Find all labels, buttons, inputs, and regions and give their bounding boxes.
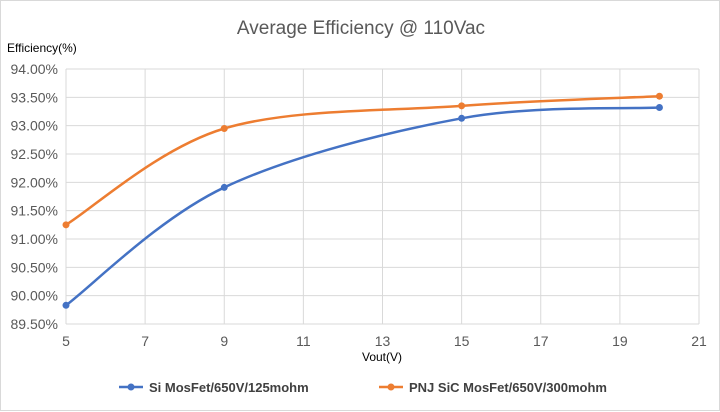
data-point <box>458 102 466 110</box>
x-tick-label: 17 <box>533 333 549 349</box>
x-tick-label: 19 <box>612 333 628 349</box>
x-tick-label: 21 <box>691 333 707 349</box>
y-axis-label: Efficiency(%) <box>7 41 77 55</box>
y-tick-label: 92.00% <box>11 174 58 190</box>
series-line <box>65 106 660 307</box>
y-tick-label: 94.00% <box>11 61 58 77</box>
y-tick-label: 92.50% <box>11 146 58 162</box>
legend-marker <box>127 383 135 391</box>
x-tick-label: 7 <box>141 333 149 349</box>
y-tick-label: 93.00% <box>11 118 58 134</box>
y-tick-label: 91.50% <box>11 203 58 219</box>
legend-marker <box>387 383 395 391</box>
y-tick-label: 90.50% <box>11 259 58 275</box>
data-point <box>62 221 70 229</box>
data-point <box>655 92 663 100</box>
y-tick-label: 90.00% <box>11 288 58 304</box>
x-tick-label: 13 <box>375 333 391 349</box>
legend-label: PNJ SiC MosFet/650V/300mohm <box>409 380 607 395</box>
data-point <box>655 104 663 112</box>
data-point <box>220 125 228 132</box>
data-point <box>62 301 70 309</box>
x-tick-label: 11 <box>296 333 311 349</box>
chart-title: Average Efficiency @ 110Vac <box>237 18 485 39</box>
y-tick-label: 89.50% <box>11 316 58 332</box>
legend-label: Si MosFet/650V/125mohm <box>149 380 309 395</box>
data-point <box>220 183 228 191</box>
x-tick-label: 5 <box>62 333 70 349</box>
x-tick-label: 15 <box>454 333 470 349</box>
y-tick-label: 93.50% <box>11 89 58 105</box>
y-tick-label: 91.00% <box>11 231 58 247</box>
data-point <box>458 114 466 122</box>
x-tick-label: 9 <box>220 333 228 349</box>
series-line <box>65 94 660 226</box>
x-axis-label: Vout(V) <box>362 350 402 364</box>
